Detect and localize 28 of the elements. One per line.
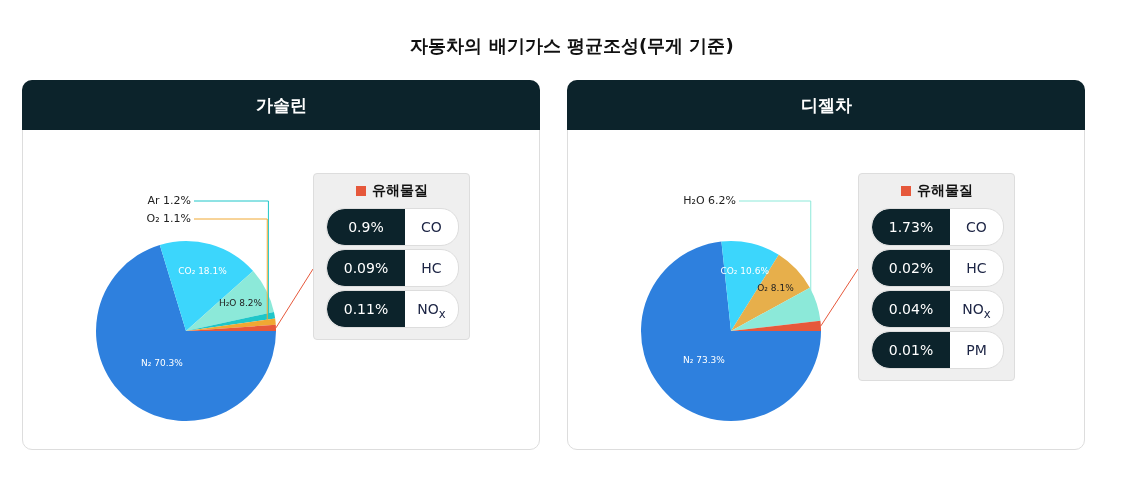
slice-label: H₂O 6.2% <box>683 193 736 207</box>
text: 자동차의 배기가스 평균조성(무게 기준) <box>409 34 735 58</box>
slice-label: N₂ 73.3% <box>683 355 726 366</box>
text: NO$_{x}$ <box>961 300 992 323</box>
slice-label: O₂ 8.1% <box>757 283 795 294</box>
text: 0.11% <box>327 291 405 327</box>
legend-label: 유해물질 <box>371 182 428 198</box>
slice-label: CO₂ 10.6% <box>720 265 770 276</box>
text: NO$_{x}$ <box>416 300 447 323</box>
text: CO <box>420 218 443 237</box>
text: HC <box>965 259 988 278</box>
text: 0.09% <box>327 250 405 286</box>
text: CO <box>965 218 988 237</box>
chart-subtitle: 디젤차 <box>567 80 1085 130</box>
text: HC <box>420 259 443 278</box>
slice-label: Ar 1.2% <box>147 193 191 207</box>
slice-label: CO₂ 18.1% <box>178 266 228 277</box>
text: 0.02% <box>872 250 950 286</box>
legend-label: 유해물질 <box>916 182 973 198</box>
slice-label: H₂O 8.2% <box>218 297 263 308</box>
text: PM <box>965 341 988 360</box>
text: 1.73% <box>872 209 950 245</box>
slice-label: O₂ 1.1% <box>146 211 191 225</box>
chart-subtitle: 가솔린 <box>22 80 540 130</box>
text: 0.04% <box>872 291 950 327</box>
text: 0.01% <box>872 332 950 368</box>
slice-label: N₂ 70.3% <box>140 357 184 368</box>
text: 0.9% <box>327 209 405 245</box>
